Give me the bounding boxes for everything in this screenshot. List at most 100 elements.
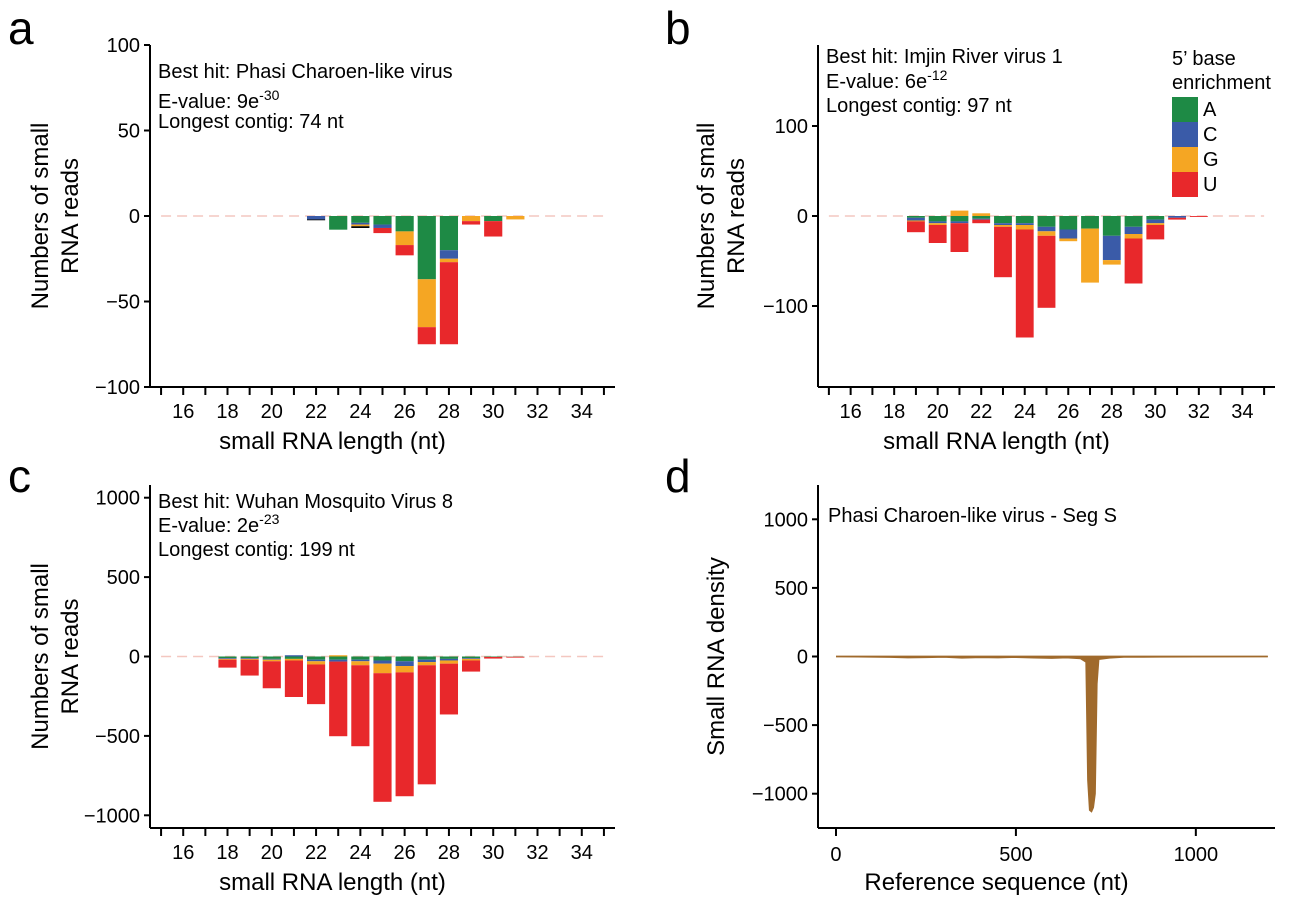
x-tick-label: 18 xyxy=(216,842,238,864)
x-tick-label: 34 xyxy=(571,401,593,423)
x-tick-label: 34 xyxy=(571,842,593,864)
x-tick-label: 32 xyxy=(526,401,548,423)
panel-d-chart: 1000 500 0 −500 −1000 0 500 1000 Reference seque… xyxy=(703,485,1275,896)
bar-b-24-A xyxy=(1015,216,1034,224)
bar-b-19-A xyxy=(907,216,925,218)
bar-b-29-C xyxy=(1124,226,1143,234)
bar-c-22-A xyxy=(306,656,326,660)
y-tick-label: −1000 xyxy=(752,784,808,806)
bar-b-23-U xyxy=(994,226,1012,278)
y-axis-label: Numbers of small xyxy=(27,563,54,750)
x-tick-label: 24 xyxy=(349,842,371,864)
bar-c-24-C xyxy=(351,659,370,662)
bar-a-28-U xyxy=(439,262,459,345)
y-tick-label: −50 xyxy=(106,292,140,314)
bar-b-26-G xyxy=(1059,238,1078,242)
bar-c-26-U xyxy=(395,672,414,797)
bar-c-24-G xyxy=(351,661,370,666)
bar-c-20-U xyxy=(262,661,281,689)
bar-b-22-U xyxy=(972,219,991,224)
bar-b-22-A xyxy=(972,216,991,219)
panel-a-chart: 100 50 0 −50 −100 16 18 20 22 24 26 28 30 32 34 small R… xyxy=(27,35,615,455)
panel-b-chart: 100 0 −100 16 18 20 22 24 26 28 30 32 34 small RNA le… xyxy=(693,45,1275,455)
chart-title: Phasi Charoen-like virus - Seg S xyxy=(828,505,1117,527)
panel-letter-d: d xyxy=(665,450,691,502)
bar-c-21-C xyxy=(284,655,304,657)
bar-c-21-U xyxy=(284,660,304,697)
x-tick-label: 26 xyxy=(394,401,416,423)
y-tick-label: 100 xyxy=(107,35,140,57)
bar-a-29-U xyxy=(461,221,481,225)
bar-c-20-G xyxy=(262,659,281,662)
bar-c-25-U xyxy=(373,673,392,802)
bar-a-28-C xyxy=(439,250,459,259)
bar-b-30-A xyxy=(1146,216,1165,220)
y-tick-label: 500 xyxy=(775,578,808,600)
panel-c-chart: 1000 500 0 −500 −1000 16 18 20 22 24 26 28 30 32 34 sma… xyxy=(27,485,615,896)
bar-c-19-U xyxy=(240,659,259,676)
x-tick-label: 16 xyxy=(840,401,862,423)
bar-c-24-U xyxy=(351,665,370,747)
bar-b-20-U xyxy=(928,225,947,243)
y-tick-label: 0 xyxy=(797,647,808,669)
y-tick-label: 50 xyxy=(118,121,140,143)
x-tick-label: 1000 xyxy=(1174,844,1219,866)
x-tick-label: 32 xyxy=(526,842,548,864)
bar-b-21-C xyxy=(950,221,969,224)
x-tick-label: 30 xyxy=(482,401,504,423)
bar-b-26-C xyxy=(1059,229,1078,239)
bar-b-19-C xyxy=(907,217,925,221)
bar-b-30-G xyxy=(1146,223,1165,225)
bar-c-22-U xyxy=(306,664,326,705)
bar-b-25-A xyxy=(1037,216,1056,227)
x-tick-label: 28 xyxy=(438,401,460,423)
y-tick-label: −100 xyxy=(763,296,808,318)
bar-c-31-U xyxy=(506,656,525,658)
evalue-prefix: E-value: 6e xyxy=(826,71,927,93)
legend-swatch-A xyxy=(1172,97,1198,122)
bar-c-25-C xyxy=(373,660,392,664)
bar-a-26-A xyxy=(395,216,414,232)
evalue-exponent: -23 xyxy=(259,511,279,527)
bar-b-20-C xyxy=(928,221,947,224)
bar-b-20-G xyxy=(928,223,947,225)
x-axis-label: small RNA length (nt) xyxy=(219,869,446,896)
x-tick-label: 20 xyxy=(261,401,283,423)
y-axis-label: Small RNA density xyxy=(703,557,730,756)
bar-c-25-G xyxy=(373,663,392,674)
bar-b-28-G xyxy=(1102,260,1121,265)
panel-letter-b: b xyxy=(665,2,691,54)
bar-a-23-A xyxy=(329,216,348,230)
legend-title: 5’ base xyxy=(1172,48,1236,70)
bar-c-26-A xyxy=(395,656,414,662)
bar-c-21-G xyxy=(284,658,304,661)
bar-c-20-A xyxy=(262,656,281,659)
evalue-prefix: E-value: 2e xyxy=(158,515,259,537)
y-axis-label: Numbers of small xyxy=(693,123,720,310)
x-tick-label: 28 xyxy=(1101,401,1123,423)
longest-contig-label: Longest contig: 97 nt xyxy=(826,95,1012,117)
y-tick-label: 0 xyxy=(797,206,808,228)
bar-a-26-U xyxy=(395,245,414,256)
bar-c-18-A xyxy=(218,656,237,659)
bar-c-27-U xyxy=(417,665,436,785)
bar-b-19-G xyxy=(907,220,925,222)
y-tick-label: −500 xyxy=(763,715,808,737)
bar-c-27-A xyxy=(417,656,436,660)
evalue-exponent: -30 xyxy=(259,87,279,103)
bar-b-32-U xyxy=(1189,216,1208,217)
y-tick-label: 0 xyxy=(129,647,140,669)
y-tick-label: −100 xyxy=(95,377,140,399)
x-tick-label: 22 xyxy=(305,401,327,423)
bar-a-31-G xyxy=(506,216,525,220)
bar-c-23-C xyxy=(329,659,348,662)
x-tick-label: 22 xyxy=(970,401,992,423)
longest-contig-label: Longest contig: 199 nt xyxy=(158,539,355,561)
bar-b-24-C xyxy=(1015,223,1034,225)
bar-c-18-G xyxy=(218,658,237,660)
bar-b-28-C xyxy=(1102,235,1121,261)
bar-b-30-U xyxy=(1146,225,1165,240)
bar-a-26-G xyxy=(395,231,414,246)
